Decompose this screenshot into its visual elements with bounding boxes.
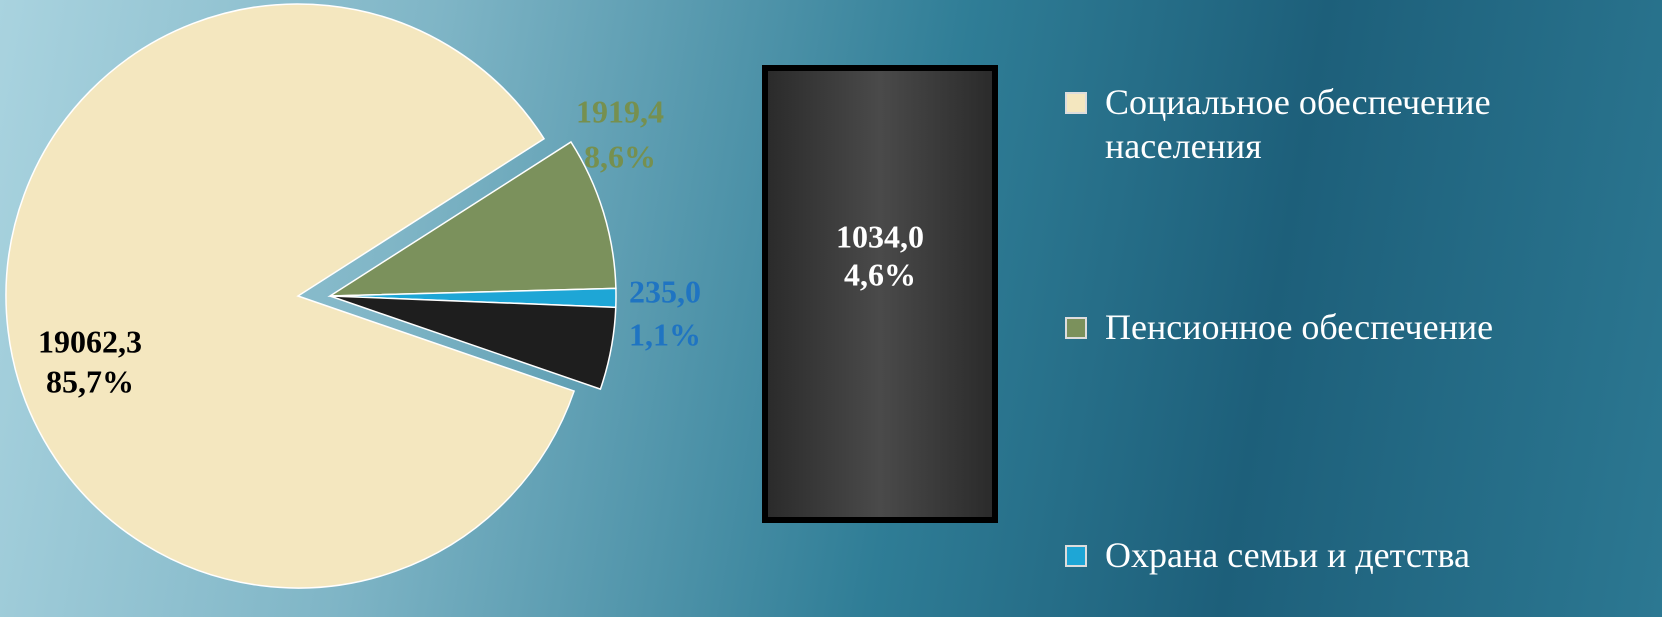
legend-swatch — [1065, 92, 1087, 114]
legend-entry: Охрана семьи и детства — [1065, 533, 1525, 577]
percent-label: 4,6% — [844, 256, 916, 292]
percent-label: 85,7% — [46, 363, 134, 399]
legend-swatch — [1065, 317, 1087, 339]
pie-slice — [327, 140, 617, 297]
pie-slice — [329, 295, 617, 391]
detail-box — [762, 65, 998, 523]
value-label: 1034,0 — [836, 218, 924, 254]
percent-label: 1,1% — [629, 316, 701, 352]
legend-swatch — [1065, 545, 1087, 567]
value-label: 19062,3 — [38, 323, 142, 359]
legend-entry: Пенсионное обеспечение — [1065, 305, 1525, 349]
percent-label: 8,6% — [584, 138, 656, 174]
legend-entry: Социальное обеспечение населения — [1065, 80, 1525, 168]
value-label: 1919,4 — [576, 93, 664, 129]
legend-label: Охрана семьи и детства — [1105, 535, 1471, 575]
pie — [5, 3, 617, 589]
legend-label: Социальное обеспечение населения — [1105, 82, 1491, 166]
legend-label: Пенсионное обеспечение — [1105, 307, 1494, 347]
pie-slice — [5, 3, 576, 589]
value-label: 235,0 — [629, 273, 701, 309]
